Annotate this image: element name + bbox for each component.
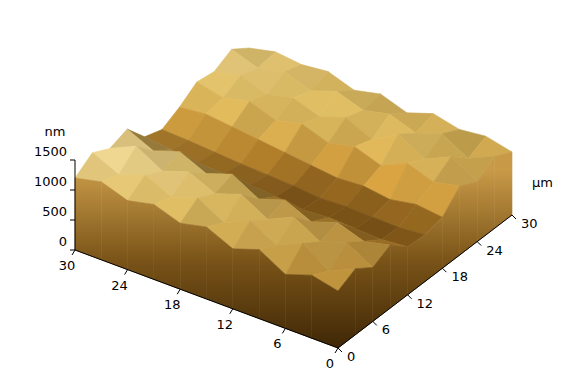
svg-text:30: 30 bbox=[59, 258, 76, 273]
svg-text:6: 6 bbox=[273, 336, 281, 351]
svg-text:nm: nm bbox=[45, 124, 66, 139]
svg-text:0: 0 bbox=[59, 234, 67, 249]
svg-text:12: 12 bbox=[217, 317, 234, 332]
svg-text:12: 12 bbox=[417, 296, 434, 311]
svg-text:24: 24 bbox=[486, 243, 503, 258]
svg-text:30: 30 bbox=[521, 216, 538, 231]
svg-text:18: 18 bbox=[164, 297, 181, 312]
svg-text:18: 18 bbox=[451, 269, 468, 284]
svg-text:0: 0 bbox=[347, 349, 355, 364]
svg-text:1500: 1500 bbox=[34, 144, 67, 159]
svg-text:µm: µm bbox=[532, 175, 553, 190]
svg-text:24: 24 bbox=[111, 278, 128, 293]
svg-text:0: 0 bbox=[326, 356, 334, 371]
svg-text:500: 500 bbox=[42, 204, 67, 219]
svg-text:6: 6 bbox=[382, 322, 390, 337]
svg-text:1000: 1000 bbox=[34, 174, 67, 189]
